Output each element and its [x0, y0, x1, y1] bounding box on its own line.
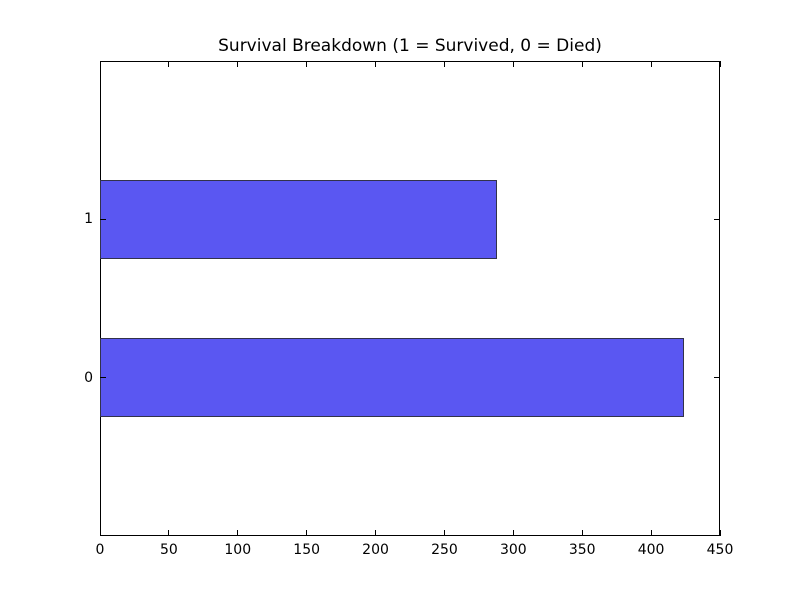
x-tick-label: 0	[95, 542, 105, 558]
bottom-spine	[100, 535, 720, 536]
x-tick-label: 250	[431, 542, 458, 558]
x-tick-top	[650, 61, 652, 67]
x-tick-bottom	[237, 530, 239, 536]
x-tick-label: 350	[568, 542, 596, 558]
left-spine	[100, 61, 101, 536]
y-tick-label: 0	[84, 369, 93, 386]
bar-0	[100, 338, 685, 418]
x-tick-label: 450	[706, 542, 734, 558]
x-tick-label: 50	[159, 542, 178, 558]
x-tick-top	[443, 61, 445, 67]
y-tick-right	[714, 377, 720, 379]
x-tick-top	[581, 61, 583, 67]
y-tick-right	[714, 218, 720, 220]
x-tick-label: 100	[224, 542, 252, 558]
x-tick-bottom	[443, 530, 445, 536]
x-tick-label: 200	[362, 542, 389, 558]
x-tick-label: 300	[499, 542, 527, 558]
x-tick-top	[237, 61, 239, 67]
x-tick-bottom	[512, 530, 514, 536]
x-tick-bottom	[99, 530, 101, 536]
chart-title: Survival Breakdown (1 = Survived, 0 = Di…	[218, 36, 602, 56]
x-tick-top	[512, 61, 514, 67]
x-tick-top	[168, 61, 170, 67]
x-tick-top	[99, 61, 101, 67]
x-tick-label: 400	[637, 542, 665, 558]
right-spine	[719, 61, 720, 536]
x-tick-bottom	[168, 530, 170, 536]
y-tick-label: 1	[84, 211, 93, 228]
bar-1	[100, 179, 497, 259]
x-tick-top	[719, 61, 721, 67]
x-tick-top	[306, 61, 308, 67]
x-tick-bottom	[375, 530, 377, 536]
x-tick-bottom	[581, 530, 583, 536]
top-spine	[100, 61, 720, 62]
y-tick-left	[100, 377, 106, 379]
plot-area	[99, 61, 721, 536]
x-tick-bottom	[306, 530, 308, 536]
x-tick-top	[375, 61, 377, 67]
x-tick-bottom	[650, 530, 652, 536]
x-tick-label: 150	[293, 542, 321, 558]
x-tick-bottom	[719, 530, 721, 536]
y-tick-left	[100, 218, 106, 220]
